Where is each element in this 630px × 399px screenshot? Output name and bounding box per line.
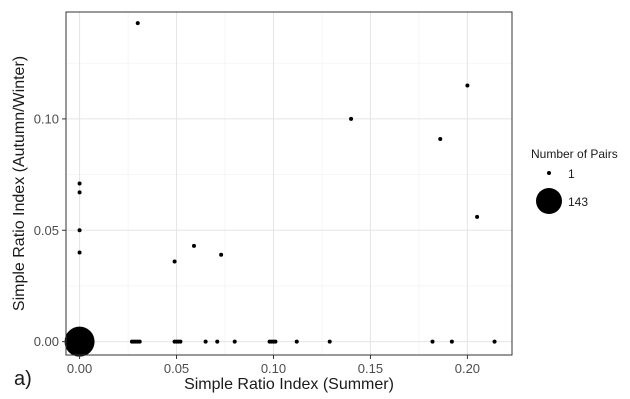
data-point: [492, 339, 497, 344]
legend-key-large: [536, 188, 562, 214]
data-point: [430, 339, 435, 344]
x-tick-label: 0.20: [455, 361, 480, 376]
legend-label-small: 1: [568, 167, 575, 181]
data-point: [327, 339, 332, 344]
legend-key-small: [547, 171, 551, 175]
data-point: [232, 339, 237, 344]
x-tick-label: 0.10: [261, 361, 286, 376]
data-point: [349, 116, 354, 121]
data-point: [77, 181, 82, 186]
x-axis-title: Simple Ratio Index (Summer): [184, 376, 394, 393]
panel-label: a): [14, 368, 32, 390]
data-point: [64, 326, 95, 357]
data-point: [77, 190, 82, 195]
data-point: [137, 339, 142, 344]
data-point: [135, 21, 140, 26]
data-point: [77, 250, 82, 255]
grid-lines: [66, 12, 512, 355]
data-point: [219, 252, 224, 257]
panel-border: [65, 11, 513, 356]
data-point: [438, 136, 443, 141]
data-point: [203, 339, 208, 344]
data-point: [77, 228, 82, 233]
data-point: [191, 243, 196, 248]
x-tick-label: 0.05: [164, 361, 189, 376]
legend: Number of Pairs 1 143: [531, 147, 618, 214]
y-axis-title: Simple Ratio Index (Autumn/Winter): [11, 56, 28, 311]
x-tick-label: 0.15: [358, 361, 383, 376]
y-tick-label: 0.00: [34, 334, 59, 349]
x-tick-label: 0.00: [67, 361, 92, 376]
data-point: [475, 214, 480, 219]
legend-title: Number of Pairs: [531, 147, 618, 161]
axis-ticks: 0.00 0.05 0.10 0.15 0.20 0.00 0.05 0.10: [34, 111, 480, 376]
data-point: [215, 339, 220, 344]
data-point: [449, 339, 454, 344]
legend-label-large: 143: [568, 195, 588, 209]
data-point: [178, 339, 183, 344]
data-point: [465, 83, 470, 88]
data-point: [273, 339, 278, 344]
data-point: [172, 259, 177, 264]
data-point: [294, 339, 299, 344]
y-tick-label: 0.10: [34, 111, 59, 126]
y-tick-label: 0.05: [34, 223, 59, 238]
data-points: [64, 21, 497, 357]
